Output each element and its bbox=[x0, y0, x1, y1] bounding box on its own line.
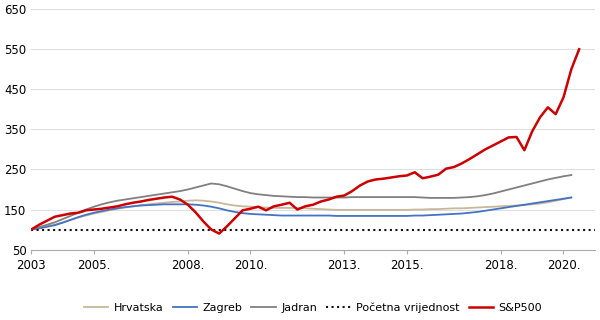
Zagreb bbox=[28, 228, 35, 231]
Hrvatska bbox=[28, 228, 35, 231]
Hrvatska bbox=[169, 200, 176, 204]
Jadran bbox=[490, 192, 497, 196]
Jadran bbox=[192, 186, 199, 189]
S&P500 bbox=[451, 165, 458, 169]
Zagreb bbox=[325, 214, 332, 218]
Hrvatska bbox=[192, 198, 199, 202]
Jadran bbox=[568, 173, 575, 177]
Zagreb bbox=[568, 196, 575, 199]
Zagreb bbox=[482, 209, 489, 213]
Jadran bbox=[169, 190, 176, 194]
S&P500 bbox=[575, 47, 583, 51]
S&P500 bbox=[364, 180, 371, 183]
S&P500 bbox=[552, 112, 559, 116]
Zagreb bbox=[169, 202, 176, 206]
Hrvatska bbox=[325, 208, 332, 212]
S&P500 bbox=[28, 228, 35, 231]
Line: Zagreb: Zagreb bbox=[31, 197, 571, 229]
S&P500 bbox=[302, 204, 309, 208]
S&P500 bbox=[43, 219, 50, 223]
Zagreb bbox=[490, 208, 497, 212]
Zagreb bbox=[192, 203, 199, 207]
Hrvatska bbox=[490, 205, 497, 209]
Hrvatska bbox=[568, 196, 575, 199]
Hrvatska bbox=[153, 202, 160, 205]
Hrvatska bbox=[482, 205, 489, 209]
Zagreb bbox=[153, 203, 160, 207]
Jadran bbox=[325, 196, 332, 199]
Line: Jadran: Jadran bbox=[31, 175, 571, 229]
Jadran bbox=[153, 193, 160, 196]
S&P500 bbox=[184, 203, 191, 207]
Jadran bbox=[482, 193, 489, 197]
Line: S&P500: S&P500 bbox=[31, 49, 579, 234]
S&P500 bbox=[215, 232, 223, 236]
Line: Hrvatska: Hrvatska bbox=[31, 197, 571, 229]
Legend: Hrvatska, Zagreb, Jadran, Početna vrijednost, S&P500: Hrvatska, Zagreb, Jadran, Početna vrijed… bbox=[80, 299, 547, 318]
Jadran bbox=[28, 228, 35, 231]
